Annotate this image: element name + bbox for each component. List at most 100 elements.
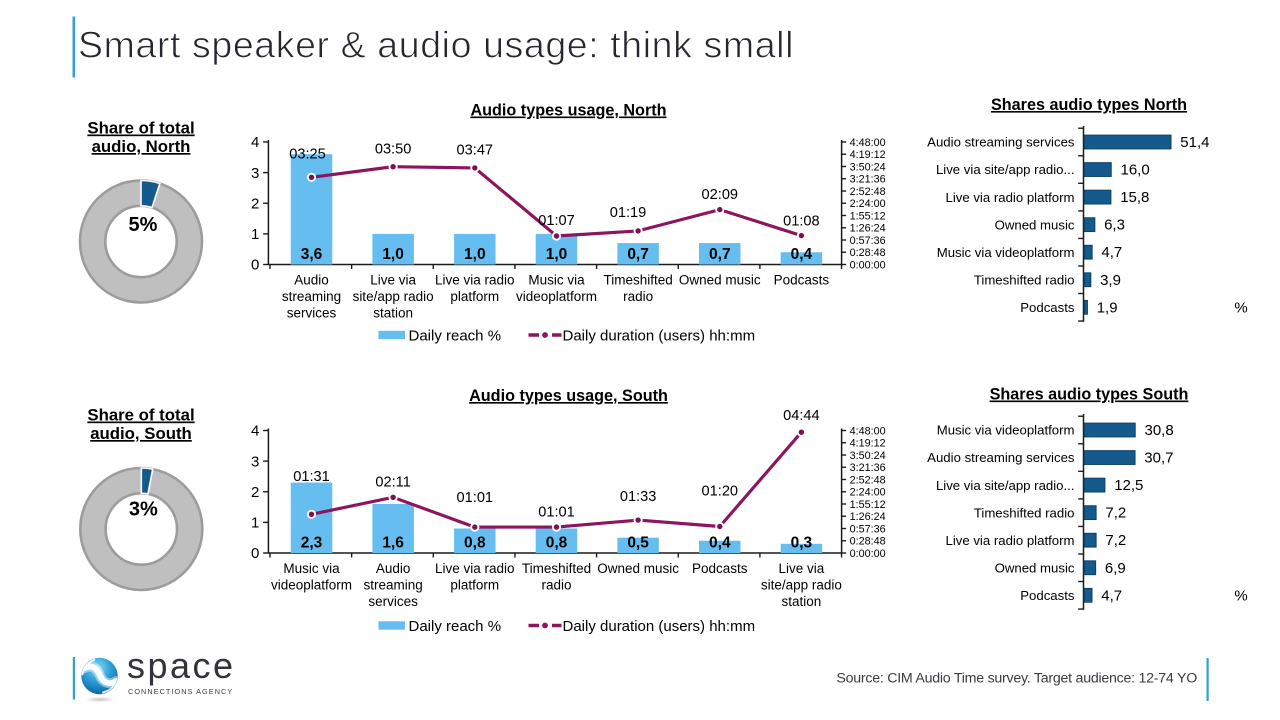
svg-text:services: services	[287, 306, 337, 321]
svg-text:16,0: 16,0	[1121, 162, 1150, 179]
svg-text:1,0: 1,0	[464, 246, 486, 263]
svg-text:2:52:48: 2:52:48	[850, 186, 886, 198]
svg-text:Owned music: Owned music	[995, 561, 1075, 576]
svg-text:4:19:12: 4:19:12	[850, 149, 886, 161]
svg-text:Smart speaker & audio usage: t: Smart speaker & audio usage: think small	[78, 24, 794, 66]
svg-text:1:26:24: 1:26:24	[850, 511, 886, 523]
svg-text:CONNECTIONS AGENCY: CONNECTIONS AGENCY	[128, 687, 233, 696]
svg-text:Daily duration (users) hh:mm: Daily duration (users) hh:mm	[563, 618, 756, 635]
svg-text:2:24:00: 2:24:00	[850, 487, 886, 499]
svg-text:7,2: 7,2	[1105, 532, 1126, 549]
svg-text:2,3: 2,3	[301, 534, 323, 551]
svg-text:%: %	[1234, 588, 1247, 605]
svg-text:Live via: Live via	[779, 561, 825, 576]
svg-text:Live via radio: Live via radio	[435, 561, 515, 576]
svg-text:02:11: 02:11	[375, 475, 410, 491]
svg-text:audio, South: audio, South	[90, 424, 192, 443]
svg-text:1,9: 1,9	[1097, 299, 1118, 316]
svg-text:0,3: 0,3	[791, 534, 813, 551]
svg-text:03:50: 03:50	[375, 142, 412, 158]
svg-text:2:52:48: 2:52:48	[850, 474, 886, 486]
svg-text:Music via: Music via	[528, 273, 585, 288]
svg-text:2: 2	[251, 195, 259, 212]
svg-text:Owned music: Owned music	[995, 217, 1075, 232]
svg-text:0: 0	[251, 257, 259, 274]
svg-text:Shares audio types North: Shares audio types North	[991, 96, 1187, 114]
svg-text:15,8: 15,8	[1120, 189, 1149, 206]
svg-text:01:33: 01:33	[620, 489, 657, 505]
svg-text:Live via: Live via	[370, 273, 416, 288]
svg-text:3%: 3%	[129, 499, 158, 521]
svg-text:services: services	[368, 594, 418, 609]
svg-text:Music via videoplatform: Music via videoplatform	[937, 423, 1075, 438]
svg-text:Audio streaming services: Audio streaming services	[927, 135, 1075, 150]
svg-text:3:21:36: 3:21:36	[850, 174, 886, 186]
svg-text:0:28:48: 0:28:48	[850, 536, 886, 548]
svg-text:1,0: 1,0	[546, 246, 568, 263]
svg-text:3,6: 3,6	[301, 246, 323, 263]
svg-text:30,8: 30,8	[1145, 422, 1174, 439]
svg-text:Live via radio platform: Live via radio platform	[945, 190, 1074, 205]
svg-text:0,4: 0,4	[709, 534, 731, 551]
svg-text:4:19:12: 4:19:12	[850, 438, 886, 450]
svg-text:videoplatform: videoplatform	[271, 578, 352, 593]
svg-text:2:24:00: 2:24:00	[850, 198, 886, 210]
svg-text:site/app radio: site/app radio	[761, 578, 842, 593]
svg-text:Music via videoplatform: Music via videoplatform	[937, 245, 1075, 260]
svg-text:0:57:36: 0:57:36	[850, 235, 886, 247]
svg-text:3:50:24: 3:50:24	[850, 161, 886, 173]
svg-text:Timeshifted: Timeshifted	[603, 273, 672, 288]
svg-text:Share of total: Share of total	[87, 406, 194, 425]
svg-text:04:44: 04:44	[783, 408, 820, 424]
svg-text:station: station	[782, 594, 822, 609]
svg-text:streaming: streaming	[363, 578, 422, 593]
svg-text:0:00:00: 0:00:00	[850, 259, 886, 271]
svg-text:Audio: Audio	[294, 273, 329, 288]
svg-text:Timeshifted radio: Timeshifted radio	[974, 505, 1075, 520]
svg-text:01:01: 01:01	[457, 490, 494, 506]
svg-text:4,7: 4,7	[1101, 244, 1122, 261]
svg-text:Podcasts: Podcasts	[692, 561, 748, 576]
svg-text:Owned music: Owned music	[679, 273, 761, 288]
svg-text:Audio types usage, South: Audio types usage, South	[469, 387, 668, 405]
svg-text:station: station	[373, 306, 413, 321]
svg-text:01:08: 01:08	[783, 214, 820, 230]
svg-text:Music via: Music via	[283, 561, 340, 576]
svg-text:Timeshifted: Timeshifted	[522, 561, 591, 576]
svg-text:Daily reach %: Daily reach %	[409, 618, 502, 635]
svg-text:Share of total: Share of total	[87, 119, 194, 138]
svg-text:0:28:48: 0:28:48	[850, 247, 886, 259]
svg-text:12,5: 12,5	[1114, 477, 1143, 494]
svg-text:01:31: 01:31	[293, 469, 330, 485]
svg-text:Audio streaming services: Audio streaming services	[927, 450, 1075, 465]
svg-text:site/app radio: site/app radio	[353, 289, 434, 304]
svg-text:Podcasts: Podcasts	[1020, 300, 1075, 315]
svg-text:3: 3	[251, 453, 259, 470]
svg-text:4,7: 4,7	[1101, 587, 1122, 604]
svg-text:02:09: 02:09	[702, 187, 739, 203]
svg-text:Live via site/app radio...: Live via site/app radio...	[936, 162, 1075, 177]
svg-text:4: 4	[251, 134, 259, 151]
svg-text:Shares audio types South: Shares audio types South	[990, 386, 1189, 404]
svg-text:01:01: 01:01	[538, 505, 575, 521]
svg-text:1: 1	[251, 515, 259, 532]
svg-text:platform: platform	[450, 578, 499, 593]
svg-text:0:57:36: 0:57:36	[850, 523, 886, 535]
svg-text:Audio types usage, North: Audio types usage, North	[470, 102, 666, 120]
svg-text:0,7: 0,7	[709, 246, 731, 263]
svg-text:4: 4	[251, 423, 259, 440]
svg-text:6,3: 6,3	[1104, 217, 1125, 234]
svg-text:3:21:36: 3:21:36	[850, 462, 886, 474]
svg-text:Live via radio platform: Live via radio platform	[945, 533, 1074, 548]
svg-text:5%: 5%	[129, 214, 158, 236]
svg-text:Daily reach %: Daily reach %	[409, 327, 502, 344]
svg-text:3:50:24: 3:50:24	[850, 450, 886, 462]
svg-text:Podcasts: Podcasts	[1020, 588, 1075, 603]
svg-text:Daily duration (users) hh:mm: Daily duration (users) hh:mm	[563, 327, 756, 344]
svg-text:51,4: 51,4	[1180, 134, 1209, 151]
svg-text:%: %	[1234, 300, 1247, 317]
svg-text:1:55:12: 1:55:12	[850, 499, 886, 511]
svg-text:Timeshifted radio: Timeshifted radio	[974, 272, 1075, 287]
svg-text:0,4: 0,4	[791, 246, 813, 263]
svg-text:radio: radio	[541, 578, 571, 593]
